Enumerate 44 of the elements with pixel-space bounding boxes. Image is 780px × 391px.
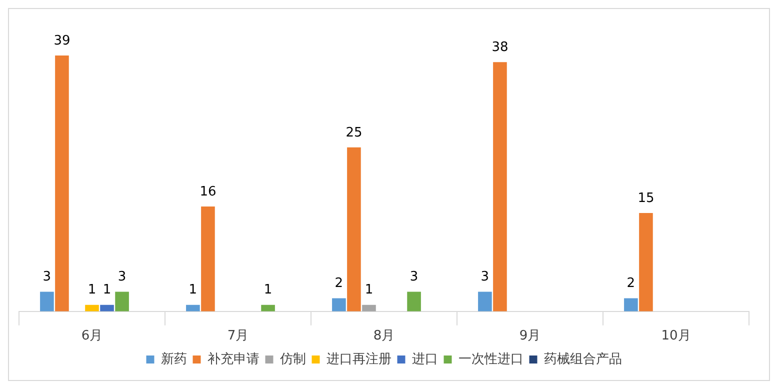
data-label: 3 <box>410 270 418 285</box>
bar <box>40 292 54 312</box>
legend-label: 一次性进口 <box>458 352 524 367</box>
data-label: 1 <box>102 282 112 298</box>
data-label: 1 <box>88 282 96 298</box>
legend-label: 新药 <box>160 352 187 367</box>
x-tick-label: 6月 <box>81 328 103 344</box>
x-tick-label: 10月 <box>661 328 691 344</box>
data-label: 1 <box>188 282 198 298</box>
bar <box>493 62 507 312</box>
legend-label: 进口再注册 <box>326 352 392 367</box>
bar <box>478 292 492 312</box>
legend-label: 进口 <box>412 352 438 367</box>
legend-label: 补充申请 <box>207 352 260 367</box>
x-tick-label: 9月 <box>519 328 541 344</box>
bar <box>115 292 129 312</box>
data-label: 16 <box>200 184 216 200</box>
legend-label: 仿制 <box>278 352 306 367</box>
data-label: 2 <box>334 276 344 292</box>
data-label: 1 <box>364 282 374 298</box>
bar <box>639 213 653 312</box>
bar <box>201 206 215 312</box>
bar <box>55 56 69 312</box>
data-label: 39 <box>54 33 70 48</box>
data-label: 38 <box>492 40 508 55</box>
data-label: 3 <box>42 270 52 285</box>
data-label: 3 <box>118 270 126 285</box>
bar <box>624 298 638 312</box>
bar <box>347 147 361 312</box>
data-label: 2 <box>626 276 636 292</box>
data-label: 1 <box>264 282 272 298</box>
x-tick-label: 7月 <box>227 328 249 344</box>
bar <box>186 304 200 312</box>
data-label: 3 <box>480 270 490 285</box>
bar <box>85 304 99 312</box>
bar <box>362 304 376 312</box>
data-label: 15 <box>638 190 654 206</box>
legend-label: 药械组合产品 <box>544 352 622 367</box>
x-tick-label: 8月 <box>373 328 395 344</box>
bar <box>261 304 275 312</box>
bar <box>100 304 114 312</box>
data-label: 25 <box>346 125 362 140</box>
bar <box>407 292 421 312</box>
bar <box>332 298 346 312</box>
